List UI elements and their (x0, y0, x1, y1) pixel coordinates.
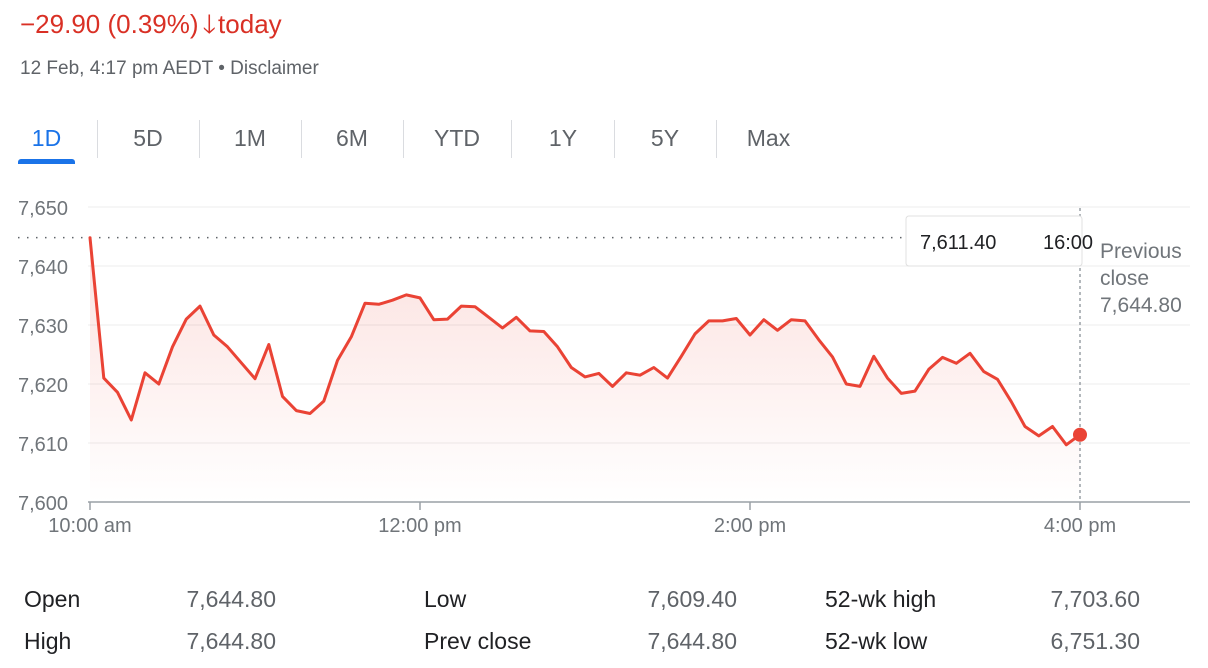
y-tick-label: 7,610 (18, 434, 68, 456)
stat-label-high: High (24, 628, 72, 654)
stat-label-open: Open (24, 586, 81, 612)
y-tick-label: 7,640 (18, 257, 68, 279)
price-chart[interactable]: 7,600 7,610 7,620 7,630 7,640 7,650 10:00 am 12… (0, 180, 1208, 550)
arrow-down-icon: 🡓 (202, 9, 217, 39)
price-change: −29.90 (0.39%) 🡓today (20, 6, 282, 50)
previous-close-label: close (1100, 267, 1149, 290)
y-tick-label: 7,650 (18, 198, 68, 220)
x-tick-label: 10:00 am (48, 515, 131, 537)
x-tick-label: 12:00 pm (378, 515, 461, 537)
stat-label-prev-close: Prev close (424, 628, 532, 654)
y-tick-label: 7,620 (18, 375, 68, 397)
y-tick-label: 7,630 (18, 316, 68, 338)
stat-value-high: 7,644.80 (186, 628, 276, 654)
x-tick-label: 2:00 pm (714, 515, 786, 537)
stat-value-prev-close: 7,644.80 (647, 628, 737, 654)
change-value: −29.90 (0.39%) (20, 9, 199, 39)
last-price-marker (1073, 427, 1087, 442)
tooltip-time: 16:00 (1043, 232, 1093, 254)
disclaimer-link[interactable]: Disclaimer (230, 58, 319, 79)
tab-1m[interactable]: 1M (234, 125, 266, 151)
stat-label-low: Low (424, 586, 467, 612)
tab-6m[interactable]: 6M (336, 125, 368, 151)
tab-divider (199, 120, 200, 158)
stat-value-52wk-high: 7,703.60 (1050, 586, 1140, 612)
tab-1d[interactable]: 1D (18, 118, 75, 164)
stat-value-low: 7,609.40 (647, 586, 737, 612)
tab-divider (403, 120, 404, 158)
y-tick-label: 7,600 (18, 493, 68, 515)
tab-divider (614, 120, 615, 158)
price-line (88, 236, 1082, 447)
previous-close-label: Previous (1100, 240, 1182, 263)
price-area (90, 237, 1080, 502)
tab-ytd[interactable]: YTD (434, 125, 480, 151)
tab-max[interactable]: Max (746, 125, 791, 151)
tab-divider (97, 120, 98, 158)
tooltip-value: 7,611.40 (920, 232, 996, 254)
stat-label-52wk-low: 52-wk low (825, 628, 928, 654)
tab-1y[interactable]: 1Y (548, 125, 578, 151)
tab-5y[interactable]: 5Y (650, 125, 680, 151)
tab-divider (301, 120, 302, 158)
change-period: today (218, 9, 282, 39)
quote-meta: 12 Feb, 4:17 pm AEDT • Disclaimer (20, 58, 319, 80)
range-tabs: 1D 5D 1M 6M YTD 1Y 5Y Max (0, 118, 1208, 164)
x-tick-label: 4:00 pm (1044, 515, 1116, 537)
quote-timestamp: 12 Feb, 4:17 pm AEDT (20, 58, 213, 79)
tab-divider (716, 120, 717, 158)
tab-5d[interactable]: 5D (133, 125, 163, 151)
meta-separator: • (218, 58, 225, 79)
stat-label-52wk-high: 52-wk high (825, 586, 937, 612)
tooltip-box (905, 215, 1083, 267)
stat-value-open: 7,644.80 (186, 586, 276, 612)
stat-value-52wk-low: 6,751.30 (1050, 628, 1140, 654)
previous-close-value: 7,644.80 (1100, 294, 1182, 317)
stats-table: Open 7,644.80 High 7,644.80 Low 7,609.40… (0, 578, 1208, 668)
tab-divider (511, 120, 512, 158)
